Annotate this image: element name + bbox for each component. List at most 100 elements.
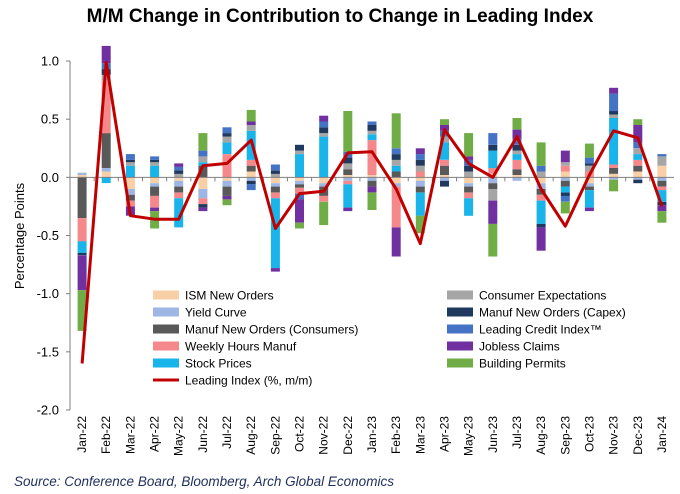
bar-segment <box>657 154 667 157</box>
bar-segment <box>246 125 256 131</box>
bar-segment <box>367 125 377 131</box>
legend-label: Manuf New Orders (Consumers) <box>185 323 358 337</box>
bar-segment <box>464 133 474 157</box>
bar-segment <box>198 133 208 151</box>
bar-segment <box>657 186 667 191</box>
bar-segment <box>657 190 667 202</box>
legend-swatch <box>153 341 179 351</box>
y-tick-label: 0.0 <box>41 170 59 185</box>
bar-segment <box>440 175 449 178</box>
bar-segment <box>584 157 594 164</box>
bar-segment <box>295 199 304 223</box>
x-tick-label: Aug-22 <box>244 416 258 455</box>
bar-segment <box>367 186 377 193</box>
bar-segment <box>319 177 329 184</box>
bar-segment <box>391 154 401 160</box>
bar-segment <box>295 187 304 194</box>
bar-segment <box>536 177 546 184</box>
x-tick-label: May-22 <box>172 416 186 456</box>
bar-segment <box>367 177 377 181</box>
bar-segment <box>391 165 401 172</box>
x-tick-label: Feb-22 <box>99 416 113 454</box>
bar-segment <box>464 165 474 172</box>
x-tick-label: Jan-22 <box>75 416 89 453</box>
legend-label: Jobless Claims <box>479 340 560 354</box>
bar-segment <box>101 168 111 172</box>
bar-segment <box>222 136 232 143</box>
x-tick-label: Jun-23 <box>486 416 500 453</box>
bar-segment <box>488 133 498 145</box>
bar-segment <box>560 192 570 196</box>
bar-segment <box>174 192 184 199</box>
bar-segment <box>488 144 498 151</box>
bar-segment <box>270 268 280 272</box>
bar-segment <box>101 45 111 64</box>
bar-segment <box>343 177 353 181</box>
bar-segment <box>584 183 594 187</box>
x-tick-label: Sep-22 <box>268 416 282 455</box>
bar-segment <box>246 184 256 191</box>
bar-segment <box>77 241 87 253</box>
bar-segment <box>198 177 208 189</box>
bar-segment <box>343 184 353 208</box>
legend-label: Weekly Hours Manuf <box>185 340 297 354</box>
bar-segment <box>415 148 425 155</box>
legend-label: Stock Prices <box>185 357 252 371</box>
bar-segment <box>150 177 160 184</box>
bar-segment <box>584 165 594 172</box>
y-tick-label: -0.5 <box>37 228 59 243</box>
bar-segment <box>536 165 546 172</box>
x-tick-label: Jul-23 <box>510 416 524 449</box>
bar-segment <box>343 180 353 185</box>
x-tick-label: Feb-23 <box>389 416 403 454</box>
bar-segment <box>488 177 498 184</box>
bar-segment <box>198 165 208 178</box>
legend-label: Consumer Expectations <box>479 289 606 303</box>
legend-label: Building Permits <box>479 357 566 371</box>
bar-segment <box>440 165 449 175</box>
bar-segment <box>415 171 425 178</box>
bar-segment <box>657 205 667 212</box>
bar-segment <box>295 193 304 200</box>
x-tick-label: Jul-22 <box>220 416 234 449</box>
bar-segment <box>464 198 474 216</box>
bar-segment <box>633 125 643 143</box>
bar-segment <box>536 227 546 251</box>
bar-segment <box>488 189 498 201</box>
y-tick-label: -1.0 <box>37 286 59 301</box>
bar-segment <box>150 195 160 208</box>
bar-segment <box>440 125 449 131</box>
x-tick-label: Jan-24 <box>655 416 669 453</box>
bar-segment <box>633 177 643 180</box>
bar-segment <box>464 171 474 178</box>
bar-segment <box>150 162 160 166</box>
bar-segment <box>343 175 353 178</box>
bar-segment <box>222 186 232 196</box>
x-tick-label: Jan-23 <box>365 416 379 453</box>
bar-segment <box>319 133 329 137</box>
x-tick-label: Nov-23 <box>607 416 621 455</box>
bar-segment <box>174 173 184 178</box>
bar-segment <box>222 154 232 178</box>
legend-swatch <box>153 307 179 317</box>
bar-segment <box>319 121 329 128</box>
x-axis-ticks: Jan-22 Feb-22 Mar-22 Apr-22 May-22 Jun-22 Jul-… <box>69 177 669 456</box>
bar-segment <box>512 159 522 170</box>
bar-segment <box>633 142 643 149</box>
bar-segment <box>367 134 377 141</box>
bar-segment <box>633 165 643 172</box>
bar-segment <box>343 111 353 152</box>
bar-segment <box>125 165 135 178</box>
bar-segment <box>222 199 232 206</box>
bar-segment <box>295 180 304 185</box>
bar-segment <box>222 127 232 134</box>
bar-segment <box>488 168 498 174</box>
y-axis-label: Percentage Points <box>12 182 27 289</box>
bar-segment <box>633 179 643 184</box>
bar-segment <box>367 192 377 210</box>
bar-segment <box>657 165 667 178</box>
bar-segment <box>150 159 160 163</box>
bar-segment <box>512 154 522 160</box>
bar-segment <box>415 159 425 166</box>
legend: ISM New Orders Consumer Expectations Yield… <box>146 286 626 388</box>
